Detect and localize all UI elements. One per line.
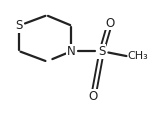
Text: N: N <box>67 45 76 58</box>
Text: S: S <box>98 45 105 58</box>
Text: O: O <box>105 17 115 30</box>
Text: CH₃: CH₃ <box>128 51 148 61</box>
Text: O: O <box>89 89 98 103</box>
Text: S: S <box>16 19 23 32</box>
